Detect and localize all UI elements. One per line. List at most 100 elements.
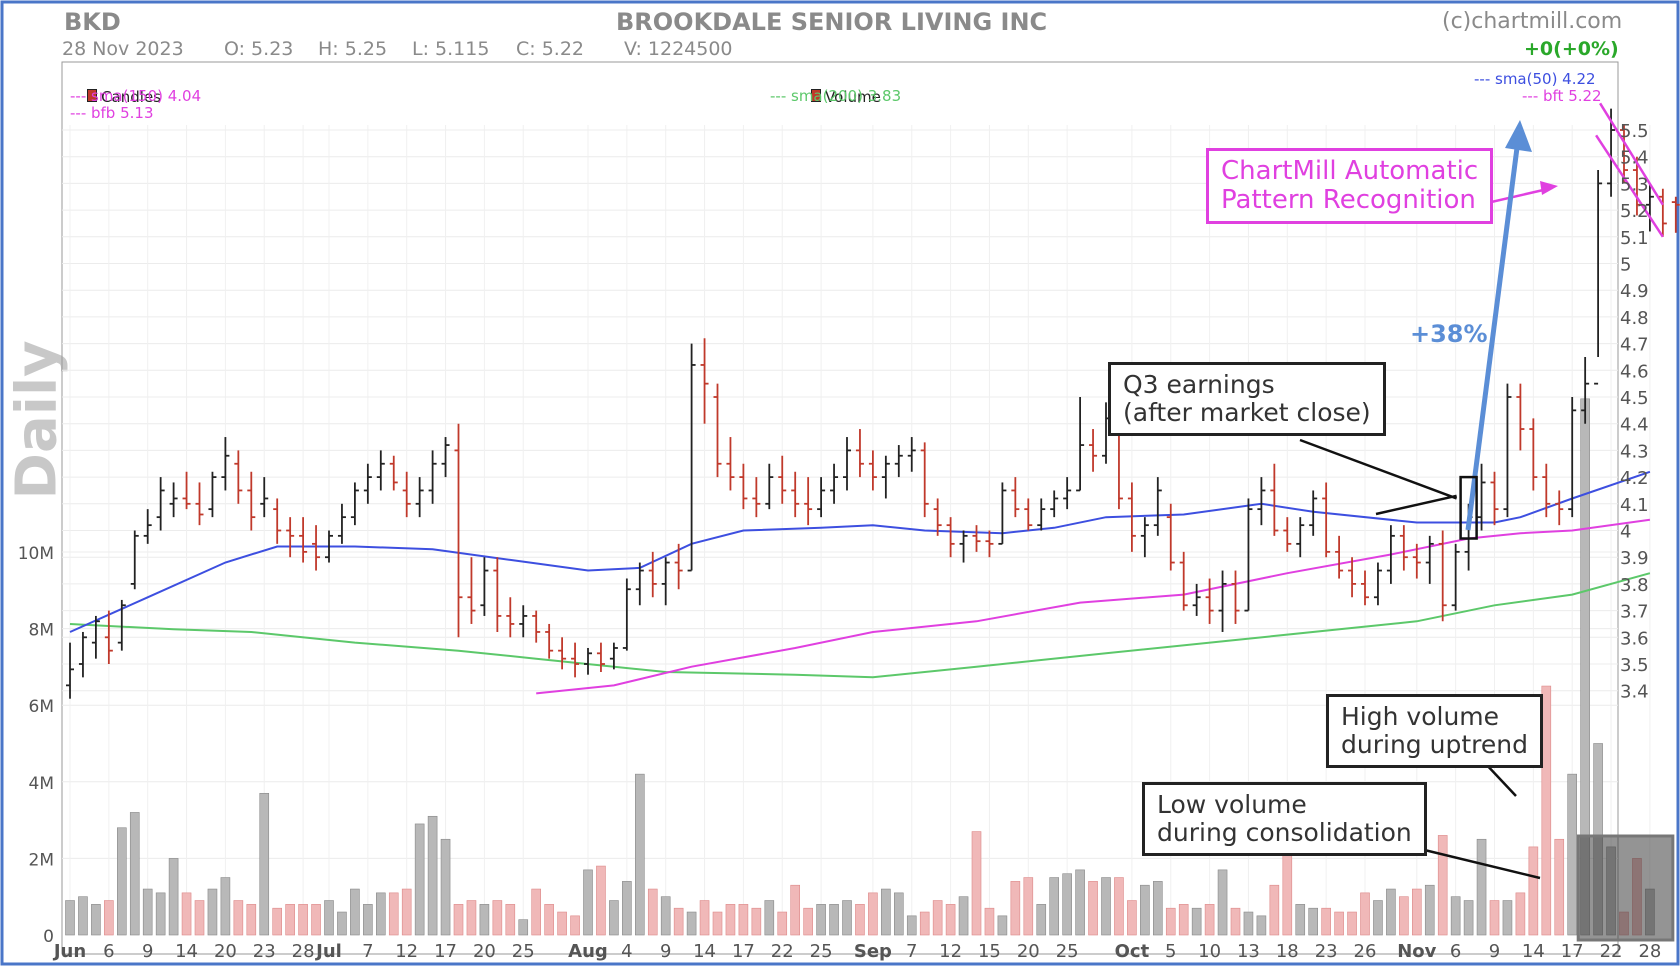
volume-bar xyxy=(1489,900,1500,936)
ohlc-bar xyxy=(195,482,204,526)
ohlc-bar xyxy=(1283,517,1292,552)
date-tick-label: 25 xyxy=(810,941,833,962)
date-tick-label: 4 xyxy=(621,941,632,962)
price-tick-label: 3.6 xyxy=(1620,628,1649,649)
price-tick-label: 4.8 xyxy=(1620,308,1649,329)
ohlc-bar xyxy=(1011,477,1020,518)
volume-bar xyxy=(893,892,904,936)
volume-bar xyxy=(984,907,995,936)
volume-bar xyxy=(466,900,477,936)
volume-bar xyxy=(311,904,321,936)
ohlc-bar xyxy=(260,477,269,518)
volume-bar xyxy=(829,904,839,936)
date-tick-label: 7 xyxy=(362,941,373,962)
volume-bar xyxy=(1140,884,1150,936)
ohlc-bar xyxy=(234,450,243,504)
ohlc-bar xyxy=(1645,183,1654,232)
plot-frame xyxy=(61,61,1619,955)
ohlc-bar xyxy=(1386,525,1395,584)
ohlc-bar xyxy=(1309,490,1318,536)
date-tick-label: 6 xyxy=(1450,941,1461,962)
volume-bar xyxy=(1101,877,1111,936)
volume-bar xyxy=(1191,907,1202,936)
volume-bar xyxy=(1360,892,1370,936)
volume-bar xyxy=(259,792,270,936)
volume-bar xyxy=(881,888,891,936)
volume-bar xyxy=(440,838,451,936)
volume-bar xyxy=(855,904,865,936)
open-value: O: 5.23 xyxy=(224,38,294,60)
volume-bar xyxy=(1450,896,1461,936)
volume-bar xyxy=(660,896,671,936)
ohlc-bar xyxy=(1270,463,1279,536)
volume-tick-label: 0 xyxy=(43,927,54,947)
gain-percent-label: +38% xyxy=(1410,320,1488,348)
volume-bar xyxy=(1127,900,1137,936)
ohlc-bar xyxy=(843,437,851,491)
date-tick-label: 22 xyxy=(771,941,794,962)
volume-bar xyxy=(220,877,231,936)
volume-bar xyxy=(997,915,1008,936)
ohlc-bar xyxy=(972,525,981,552)
ohlc-bar xyxy=(363,463,372,504)
volume-bar xyxy=(1256,915,1267,936)
ohlc-bar xyxy=(1192,583,1201,616)
date-tick-label: 14 xyxy=(1522,941,1545,962)
earnings-callout-arrow-2 xyxy=(1375,494,1457,516)
legend-candles-label: Candles xyxy=(101,88,161,106)
volume-bar xyxy=(1217,869,1228,936)
close-value: C: 5.22 xyxy=(516,38,585,60)
ohlc-bar xyxy=(1658,188,1667,237)
volume-tick-label: 6M xyxy=(29,697,54,717)
volume-bar xyxy=(868,892,878,936)
ohlc-bar xyxy=(78,631,87,678)
volume-bar xyxy=(427,815,438,936)
ohlc-bar xyxy=(286,517,295,558)
ohlc-bar xyxy=(1516,383,1525,451)
legend-sma150: --- sma(150) 4.04 xyxy=(70,87,202,105)
ohlc-bar xyxy=(130,530,139,590)
volume-bar xyxy=(1049,877,1059,936)
volume-bar xyxy=(1308,907,1318,936)
ohlc-bar xyxy=(208,471,217,518)
ohlc-bar xyxy=(1322,482,1331,558)
volume-tick-label: 10M xyxy=(18,544,54,564)
volume-bar xyxy=(350,888,360,936)
volume-bar xyxy=(363,904,373,936)
ticker-symbol: BKD xyxy=(64,8,121,36)
ohlc-bar xyxy=(1594,170,1603,385)
volume-bar xyxy=(906,915,917,936)
ohlc-bar xyxy=(117,599,126,651)
volume-bar xyxy=(1114,877,1124,936)
high-value: H: 5.25 xyxy=(318,38,388,60)
price-tick-label: 5.4 xyxy=(1620,148,1649,169)
ohlc-bar xyxy=(1568,397,1577,518)
ohlc-bar xyxy=(493,557,502,632)
volume-bar xyxy=(388,892,399,936)
date-tick-label: 25 xyxy=(512,941,535,962)
volume-bar xyxy=(647,888,658,936)
ohlc-bar xyxy=(532,610,541,643)
ohlc-bar xyxy=(791,471,800,518)
volume-bar xyxy=(298,904,308,936)
volume-bar xyxy=(544,904,554,936)
ohlc-bar xyxy=(661,557,670,606)
date-tick-label: 20 xyxy=(1017,941,1040,962)
price-tick-label: 3.7 xyxy=(1620,602,1649,623)
date-tick-label: Jun xyxy=(52,941,86,962)
volume-bar xyxy=(414,823,425,936)
ohlc-bar xyxy=(1089,429,1098,472)
low-volume-callout: Low volume during consolidation xyxy=(1142,782,1427,856)
volume-bar xyxy=(1541,685,1552,936)
ohlc-bar xyxy=(1076,397,1085,492)
ohlc-bar xyxy=(1425,535,1434,584)
volume-bar xyxy=(1165,907,1176,936)
ohlc-bar xyxy=(415,477,424,518)
sma200-line xyxy=(69,572,1651,679)
volume-bar xyxy=(570,915,580,936)
volume-bar xyxy=(194,900,205,936)
volume-bar xyxy=(1153,881,1163,936)
date-tick-label: 28 xyxy=(1638,941,1661,962)
ohlc-bar xyxy=(169,482,178,518)
